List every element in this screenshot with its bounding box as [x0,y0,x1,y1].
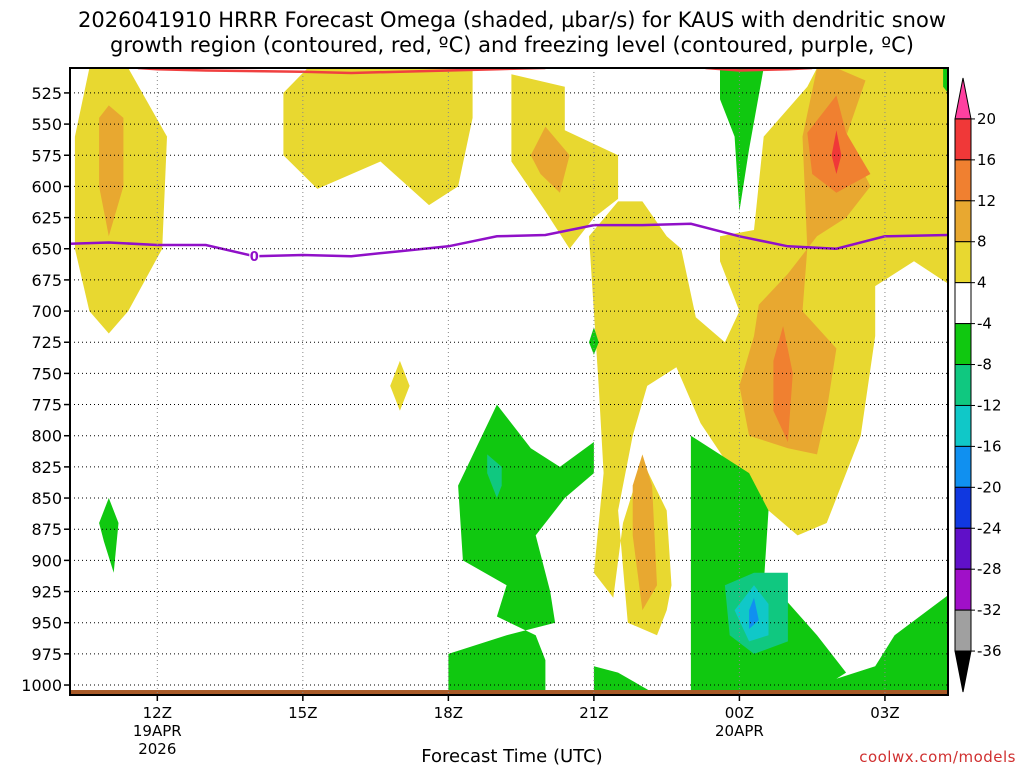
credit-text: coolwx.com/models [859,748,1016,766]
freezing-level-label: 0 [250,250,259,265]
colorbar-label: 12 [977,192,996,210]
colorbar-label: 8 [977,233,987,251]
colorbar-swatch [954,200,972,243]
colorbar-label: 4 [977,274,987,292]
colorbar-label: 16 [977,151,996,169]
y-tick-label: 950 [31,614,62,633]
y-tick-label: 1000 [21,676,62,695]
x-tick-label: 03Z [870,704,899,722]
y-tick-label: 650 [31,240,62,259]
dgz-contour-0 [137,68,546,75]
colorbar-swatch [954,159,972,202]
y-tick-label: 975 [31,645,62,664]
y-tick-label: 600 [31,177,62,196]
colorbar-swatch [954,282,972,325]
omega-region-4 [530,126,570,193]
chart-title-line2: growth region (contoured, red, ºC) and f… [110,33,914,57]
omega-region-2 [283,68,473,206]
x-tick-label: 21Z [579,704,608,722]
ground-strip [70,690,948,695]
colorbar-label: -4 [977,315,992,333]
colorbar-label: 20 [977,110,996,128]
colorbar-cap-top [954,77,972,120]
omega-region-13 [943,68,948,93]
y-tick-label: 800 [31,427,62,446]
colorbar-cap-bottom [954,650,972,693]
y-tick-label: 675 [31,271,62,290]
colorbar-swatch [954,404,972,447]
y-tick-label: 900 [31,551,62,570]
y-tick-label: 925 [31,583,62,602]
omega-region-22 [749,597,759,629]
y-tick-label: 825 [31,458,62,477]
y-tick-label: 750 [31,364,62,383]
freezing-level-line [70,222,948,258]
colorbar-swatch [954,241,972,284]
y-tick-label: 850 [31,489,62,508]
x-tick-date: 20APR [715,722,764,740]
omega-region-15 [99,498,119,573]
omega-region-19 [487,454,502,498]
x-tick-label: 12Z [143,704,172,722]
x-tick-label: 18Z [434,704,463,722]
y-tick-label: 700 [31,302,62,321]
omega-region-12 [720,68,764,212]
colorbar-swatch [954,323,972,366]
y-tick-label: 775 [31,396,62,415]
y-tick-label: 575 [31,146,62,165]
colorbar-label: -20 [977,478,1002,496]
colorbar-label: -8 [977,356,992,374]
x-tick-year: 2026 [138,740,176,758]
colorbar-label: -36 [977,642,1002,660]
colorbar-swatch [954,364,972,406]
x-tick-label: 15Z [288,704,317,722]
grid-lines [70,68,948,695]
omega-region-1 [99,105,124,237]
x-tick-label: 00Z [725,704,754,722]
omega-region-16 [448,404,594,695]
y-tick-label: 525 [31,84,62,103]
omega-region-9 [773,326,793,442]
colorbar: 20 16 12 8 4 -4 -8 -12 -16 -20 -24 -28 -32 -36 [954,77,1002,693]
plot-area: 0 [70,68,948,695]
colorbar-swatch [954,486,972,529]
freezing-label-bg [249,248,260,265]
colorbar-label: -16 [977,437,1002,455]
y-tick-label: 625 [31,209,62,228]
colorbar-label: -12 [977,396,1002,414]
chart-title-line1: 2026041910 HRRR Forecast Omega (shaded, … [77,8,946,32]
colorbar-label: -28 [977,560,1002,578]
omega-region-17 [593,666,657,695]
colorbar-label: -32 [977,601,1002,619]
colorbar-swatch [954,118,972,161]
omega-region-10 [831,130,842,174]
colorbar-swatch [954,609,972,652]
y-tick-label: 550 [31,115,62,134]
y-tick-label: 725 [31,333,62,352]
omega-region-11 [390,360,410,411]
x-tick-date: 19APR [133,722,182,740]
plot-frame [69,67,949,696]
colorbar-swatch [954,445,972,488]
y-axis: 525 550 575 600 625 650 675 700 725 750 775 800 825 8… [21,84,70,695]
y-tick-label: 875 [31,520,62,539]
omega-region-7 [632,454,657,611]
omega-region-0 [74,68,167,334]
colorbar-swatch [954,527,972,570]
colorbar-label: -24 [977,519,1002,537]
x-axis-label: Forecast Time (UTC) [421,746,603,767]
colorbar-swatch [954,568,972,611]
